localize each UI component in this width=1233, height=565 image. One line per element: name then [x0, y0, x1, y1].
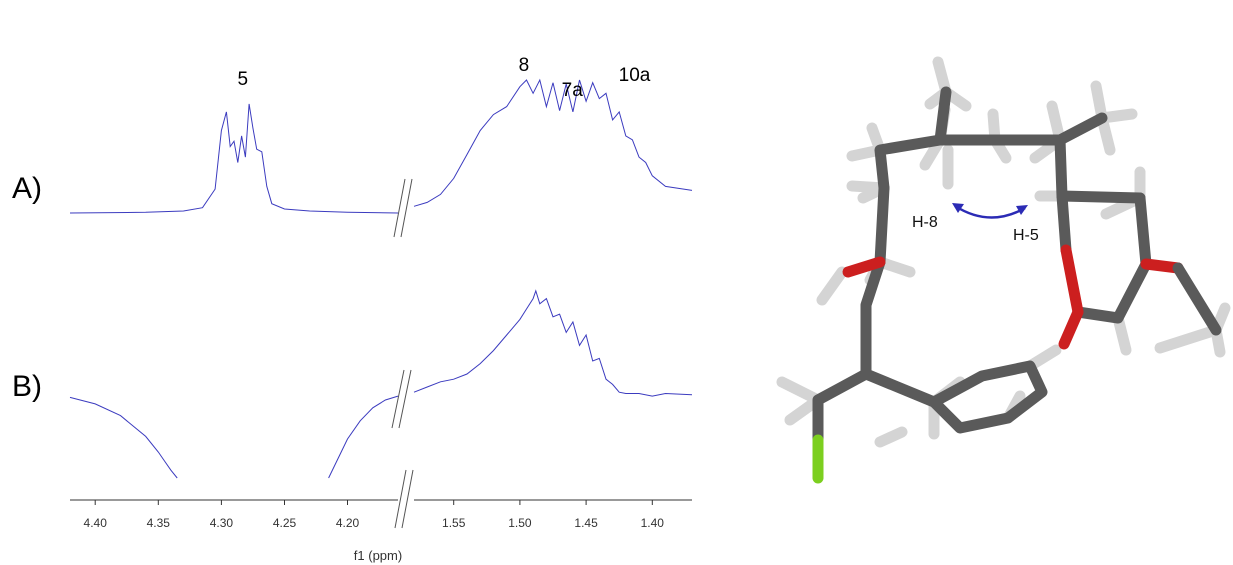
break-mark-axis: [394, 469, 414, 529]
x-tick-label-4.35: 4.35: [147, 516, 171, 530]
heteroatom-bonds: [812, 190, 1222, 484]
x-tick-label-1.50: 1.50: [508, 516, 532, 530]
x-tick-label-4.40: 4.40: [84, 516, 108, 530]
peak-label-5: 5: [238, 69, 249, 90]
spectrum-traces: [69, 78, 693, 479]
x-tick-label-4.20: 4.20: [336, 516, 360, 530]
spectrum-trace-a-0: [69, 103, 399, 214]
axis-ticks: 4.40 4.35 4.30 4.25 4.20 1.55 1.50 1.45 1.40: [84, 500, 665, 530]
label-h8: H-8: [912, 214, 938, 231]
noe-arrow: [954, 204, 1026, 219]
peak-label-10a: 10a: [619, 65, 651, 86]
break-mark-panel-b: [391, 369, 412, 429]
x-tick-label-1.45: 1.45: [574, 516, 598, 530]
break-mark-panel-a: [393, 178, 413, 238]
molecule-3d-model: H-8 H-5: [776, 56, 1231, 484]
noe-arrowhead-left: [952, 203, 964, 213]
nmr-spectra: A) B) 5 8 7a 10a 4.40 4.35 4.30 4.25 4.20 1.55 1.…: [12, 55, 693, 563]
noe-arrowhead-right: [1016, 205, 1028, 215]
peak-label-7a: 7a: [562, 80, 584, 101]
panel-label-b: B): [12, 370, 42, 403]
x-tick-label-1.55: 1.55: [442, 516, 466, 530]
panel-label-a: A): [12, 172, 42, 205]
spectrum-trace-b-0: [69, 396, 178, 479]
peak-labels: 5 8 7a 10a: [238, 55, 651, 101]
spectrum-trace-a-1: [413, 78, 693, 207]
x-axis-title: f1 (ppm): [354, 548, 402, 563]
axis-break-marks: [391, 178, 414, 529]
carbon-framework: [812, 86, 1152, 446]
label-h5: H-5: [1013, 227, 1039, 244]
x-tick-label-4.30: 4.30: [210, 516, 234, 530]
spectrum-trace-b-2: [413, 289, 693, 397]
spectrum-trace-b-1: [328, 395, 399, 479]
x-tick-label-4.25: 4.25: [273, 516, 297, 530]
peak-label-8: 8: [519, 55, 530, 76]
x-tick-label-1.40: 1.40: [641, 516, 665, 530]
x-axis: 4.40 4.35 4.30 4.25 4.20 1.55 1.50 1.45 1.40 f1 …: [70, 499, 692, 563]
